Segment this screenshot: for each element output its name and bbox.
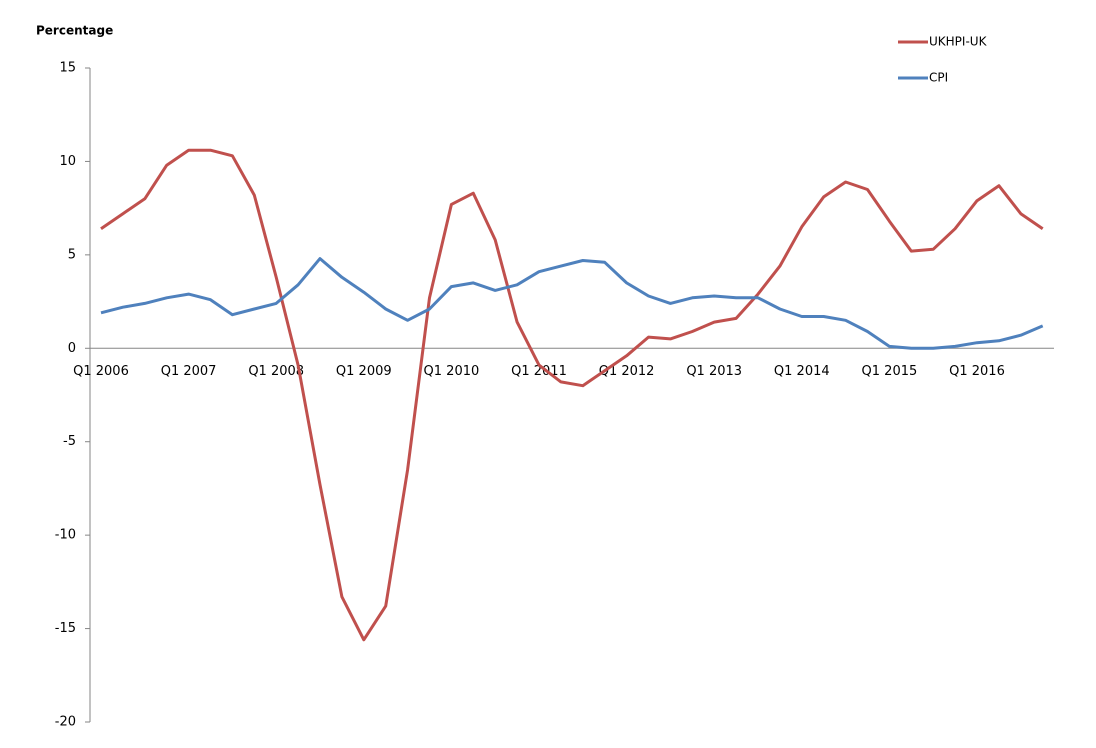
x-tick-label: Q1 2009 [336, 364, 392, 379]
x-tick-label: Q1 2007 [161, 364, 217, 379]
y-tick-label: 15 [59, 61, 76, 76]
y-tick-label: -15 [55, 621, 76, 636]
x-tick-label: Q1 2015 [862, 364, 918, 379]
x-tick-label: Q1 2012 [599, 364, 655, 379]
y-tick-label: 0 [68, 341, 76, 356]
legend-label: CPI [929, 71, 948, 85]
x-tick-label: Q1 2008 [248, 364, 304, 379]
x-tick-label: Q1 2006 [73, 364, 129, 379]
x-tick-label: Q1 2010 [424, 364, 480, 379]
y-axis-label: Percentage [36, 24, 113, 38]
legend-label: UKHPI-UK [929, 35, 988, 49]
line-series [100, 257, 1044, 350]
x-tick-label: Q1 2016 [949, 364, 1005, 379]
y-tick-label: 10 [59, 154, 76, 169]
x-tick-label: Q1 2014 [774, 364, 830, 379]
y-tick-label: -10 [55, 528, 76, 543]
line-series [100, 148, 1044, 642]
y-tick-label: -5 [63, 434, 76, 449]
y-tick-label: 5 [68, 247, 76, 262]
y-tick-label: -20 [55, 715, 76, 730]
x-tick-label: Q1 2013 [686, 364, 742, 379]
